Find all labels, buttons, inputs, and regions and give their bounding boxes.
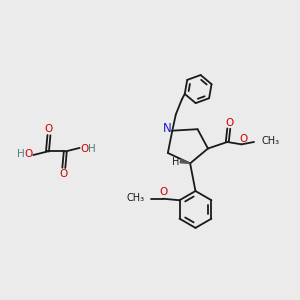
- Text: O: O: [225, 118, 233, 128]
- Text: O: O: [60, 169, 68, 179]
- Text: O: O: [80, 144, 88, 154]
- Text: O: O: [239, 134, 247, 144]
- Text: CH₃: CH₃: [261, 136, 279, 146]
- Text: H: H: [172, 157, 179, 166]
- Text: H: H: [17, 149, 25, 159]
- Text: N: N: [163, 122, 171, 135]
- Text: O: O: [24, 149, 33, 159]
- Text: O: O: [45, 124, 53, 134]
- Polygon shape: [180, 159, 190, 164]
- Text: H: H: [88, 144, 96, 154]
- Text: O: O: [160, 187, 168, 197]
- Text: CH₃: CH₃: [126, 193, 144, 203]
